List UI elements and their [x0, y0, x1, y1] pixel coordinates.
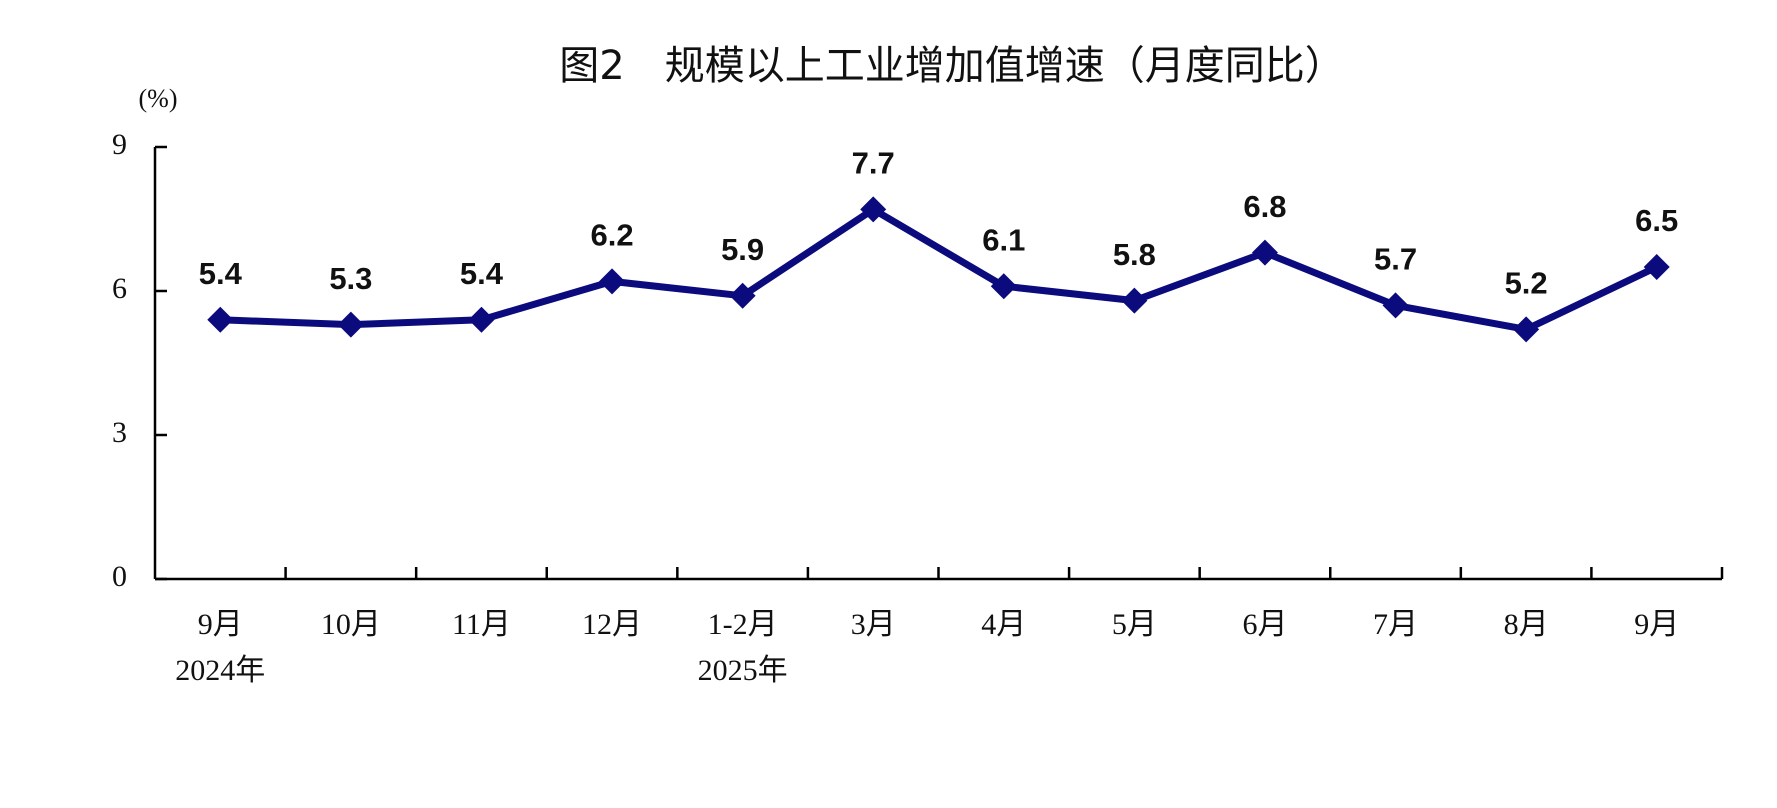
- y-tick-label: 3: [112, 416, 127, 449]
- value-label: 6.8: [1243, 189, 1286, 224]
- marker: [1643, 254, 1670, 280]
- y-tick-label: 9: [112, 128, 127, 161]
- x-tick-label: 9月: [1634, 608, 1679, 641]
- x-tick-label: 6月: [1242, 608, 1287, 641]
- x-tick-label: 12月: [582, 608, 642, 641]
- year-label: 2024年: [175, 654, 265, 687]
- x-tick-label: 1-2月: [708, 608, 778, 641]
- y-tick-label: 6: [112, 272, 127, 305]
- marker: [599, 268, 626, 295]
- value-label: 5.4: [199, 256, 243, 291]
- value-label: 6.2: [590, 218, 633, 253]
- marker: [207, 306, 234, 333]
- year-label: 2025年: [698, 654, 788, 687]
- marker: [1382, 292, 1409, 319]
- x-tick-label: 8月: [1504, 608, 1549, 641]
- x-tick-label: 11月: [452, 608, 511, 641]
- value-label: 5.9: [721, 232, 764, 267]
- x-tick-label: 7月: [1373, 608, 1418, 641]
- x-tick-label: 5月: [1112, 608, 1157, 641]
- marker: [729, 282, 756, 309]
- x-tick-label: 4月: [981, 608, 1026, 641]
- value-label: 5.2: [1505, 266, 1548, 301]
- marker: [1513, 316, 1540, 343]
- value-label: 6.5: [1635, 203, 1678, 238]
- chart-title: 图2 规模以上工业增加值增速（月度同比）: [559, 43, 1344, 89]
- x-tick-label: 9月: [198, 608, 243, 641]
- x-tick-label: 3月: [851, 608, 896, 641]
- value-label: 6.1: [982, 222, 1025, 257]
- marker: [990, 273, 1017, 300]
- marker: [1251, 239, 1278, 266]
- value-label: 7.7: [852, 146, 895, 181]
- y-tick-label: 0: [112, 560, 127, 593]
- line: [220, 205, 1659, 333]
- value-label: 5.7: [1374, 242, 1417, 277]
- marker: [468, 306, 495, 333]
- value-label: 5.4: [460, 256, 504, 291]
- value-label: 5.8: [1113, 237, 1156, 272]
- y-unit: (%): [139, 84, 178, 113]
- marker: [860, 196, 887, 223]
- x-tick-label: 10月: [321, 608, 381, 641]
- value-label: 5.3: [329, 261, 372, 296]
- marker: [1121, 287, 1148, 314]
- marker: [337, 311, 364, 338]
